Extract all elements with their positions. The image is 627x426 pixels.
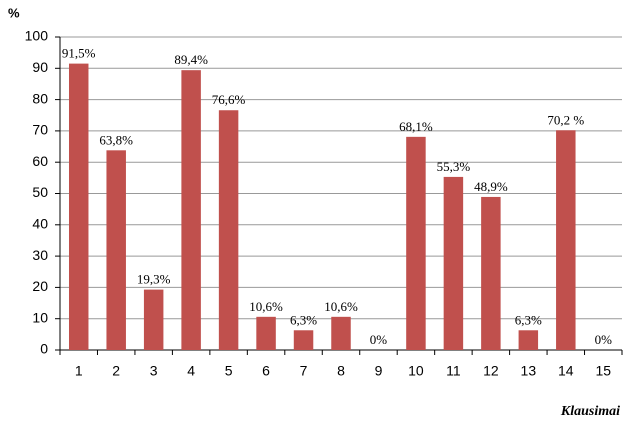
x-tick-label: 6 [262,363,270,379]
x-tick-label: 13 [521,363,537,379]
value-label: 48,9% [474,179,508,194]
bar [443,176,464,350]
value-label: 63,8% [99,132,133,147]
bar [143,289,164,350]
value-label: 0% [370,332,388,347]
value-label: 19,3% [137,272,171,287]
value-label: 6,3% [515,312,542,327]
bar [181,70,201,350]
x-tick-label: 8 [337,363,345,379]
value-label: 70,2 % [547,112,584,127]
bar [106,150,126,350]
x-tick-label: 1 [75,363,83,379]
x-tick-label: 10 [408,363,424,379]
bar [256,316,276,350]
bar [68,63,89,350]
x-tick-label: 11 [446,363,461,379]
value-label: 6,3% [290,312,317,327]
x-tick-label: 7 [300,363,308,379]
y-tick-label: 0 [40,341,48,357]
x-axis-label: Klausimai [560,404,620,419]
x-tick-label: 5 [225,363,233,379]
y-tick-label: 70 [32,122,48,138]
value-label: 68,1% [399,119,433,134]
bar [481,196,501,350]
y-tick-label: 20 [32,278,48,294]
y-tick-label: 40 [32,216,48,232]
x-tick-label: 2 [112,363,120,379]
bar [331,316,351,350]
y-tick-label: 60 [32,153,48,169]
value-label: 10,6% [324,299,358,314]
x-tick-label: 12 [483,363,499,379]
y-axis-label: % [8,5,20,20]
bar [556,130,576,350]
y-tick-label: 80 [32,90,48,106]
value-label: 91,5% [62,46,96,61]
value-label: 55,3% [437,159,471,174]
value-label: 0% [595,332,613,347]
x-tick-label: 14 [558,363,574,379]
x-tick-label: 15 [595,363,611,379]
y-tick-label: 90 [32,59,48,75]
y-tick-label: 30 [32,247,48,263]
y-tick-label: 50 [32,184,48,200]
value-label: 10,6% [249,299,283,314]
bar [518,330,539,350]
x-tick-label: 9 [375,363,383,379]
bar [406,136,426,350]
x-tick-label: 4 [187,363,195,379]
x-tick-label: 3 [150,363,158,379]
bar [293,330,314,350]
y-tick-label: 100 [25,28,49,44]
value-label: 76,6% [212,92,246,107]
y-tick-label: 10 [32,309,48,325]
bar [218,110,239,350]
value-label: 89,4% [174,52,208,67]
